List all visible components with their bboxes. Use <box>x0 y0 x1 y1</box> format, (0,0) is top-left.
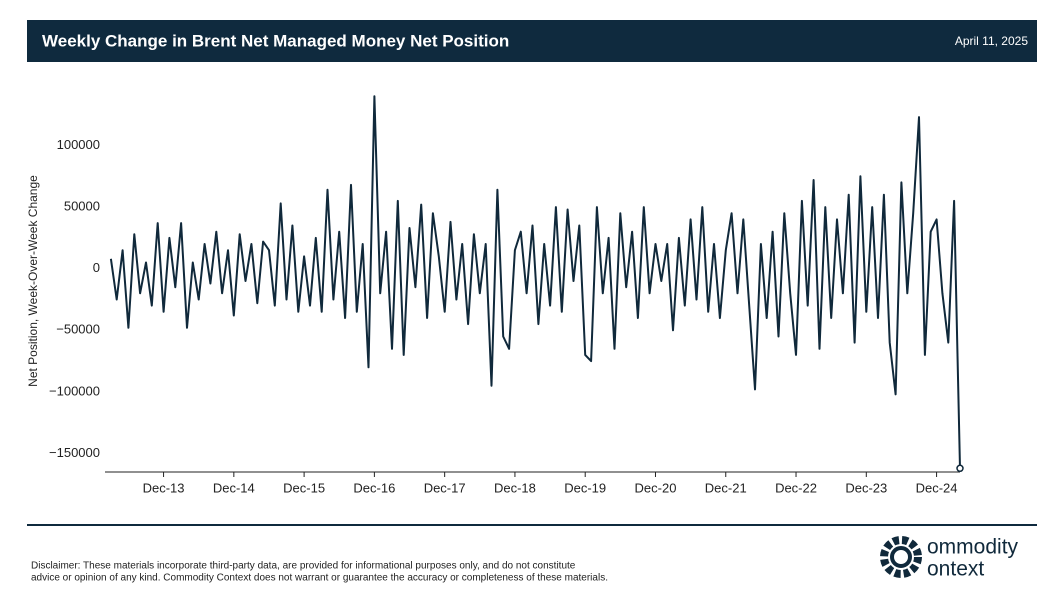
logo: ommodity ontext <box>880 536 1019 581</box>
x-tick-label: Dec-13 <box>143 480 185 495</box>
last-point <box>956 464 964 473</box>
y-tick-label: 50000 <box>64 199 100 214</box>
x-tick-label: Dec-15 <box>283 480 325 495</box>
disclaimer: Disclaimer: These materials incorporate … <box>31 561 576 572</box>
x-tick-label: Dec-22 <box>775 480 817 495</box>
plot: −150000 −100000 −50000 0 50000 100000 Dec-13 De… <box>49 95 964 495</box>
logo-text: ontext <box>927 558 984 581</box>
header-bar <box>27 20 1037 62</box>
x-tick-label: Dec-14 <box>213 480 255 495</box>
y-tick-label: −50000 <box>56 322 100 337</box>
y-tick-label: −150000 <box>49 445 100 460</box>
x-tick-label: Dec-18 <box>494 480 536 495</box>
date: April 11, 2025 <box>955 34 1028 48</box>
x-tick-label: Dec-17 <box>424 480 466 495</box>
series-line <box>109 95 961 469</box>
x-tick-label: Dec-19 <box>564 480 606 495</box>
x-tick-label: Dec-21 <box>705 480 747 495</box>
x-tick-label: Dec-16 <box>353 480 395 495</box>
logo-text: ommodity <box>927 536 1019 559</box>
y-tick-label: 0 <box>93 260 100 275</box>
y-tick-label: 100000 <box>57 137 100 152</box>
y-tick-label: −100000 <box>49 383 100 398</box>
logo-gear <box>880 536 922 578</box>
disclaimer: advice or opinion of any kind. Commodity… <box>31 573 608 584</box>
x-tick-label: Dec-24 <box>916 480 958 495</box>
logo-ring <box>890 546 912 568</box>
y-axis-label: Net Position, Week-Over-Week Change <box>26 175 40 387</box>
x-tick-label: Dec-20 <box>635 480 677 495</box>
x-tick-label: Dec-23 <box>845 480 887 495</box>
title: Weekly Change in Brent Net Managed Money… <box>42 31 509 50</box>
